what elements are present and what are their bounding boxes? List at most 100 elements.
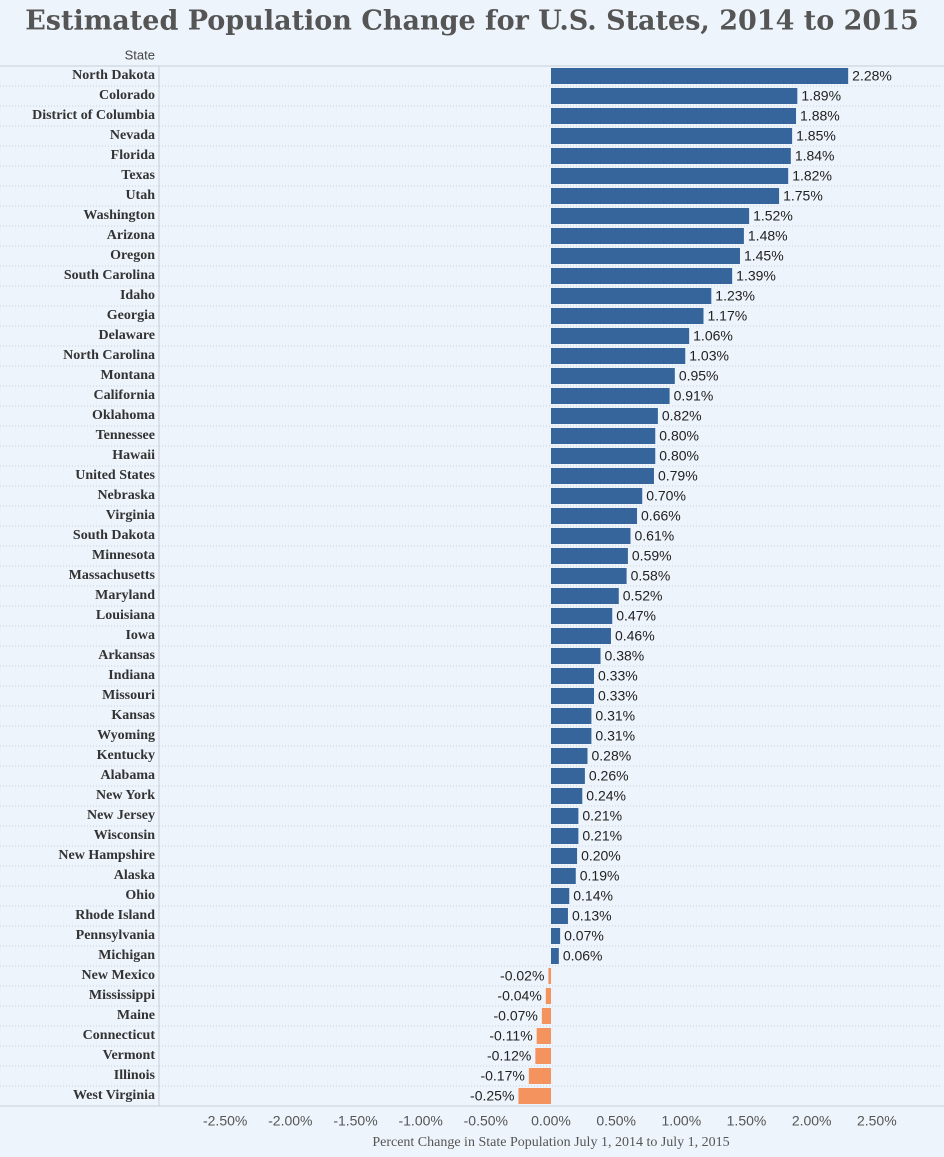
value-label: 0.95% [679, 368, 719, 384]
value-label: 0.46% [615, 628, 655, 644]
bar [551, 528, 631, 544]
bar [551, 608, 613, 624]
value-label: 0.26% [589, 768, 629, 784]
y-tick-label: Michigan [98, 948, 155, 963]
y-tick-label: Ohio [125, 888, 155, 903]
y-tick-label: New Mexico [82, 968, 155, 983]
y-tick-label: Wisconsin [94, 828, 155, 843]
x-tick-label: -1.50% [333, 1113, 377, 1129]
value-label: 0.80% [659, 448, 699, 464]
bar [551, 368, 675, 384]
y-tick-label: Alaska [114, 868, 155, 883]
y-tick-label: Illinois [114, 1068, 156, 1083]
value-label: 0.19% [580, 868, 620, 884]
bar [551, 508, 638, 524]
value-label: -0.25% [470, 1088, 514, 1104]
value-label: 0.82% [662, 408, 702, 424]
y-tick-label: Missouri [102, 688, 155, 703]
value-label: 1.39% [736, 268, 776, 284]
bar [551, 548, 628, 564]
value-label: 0.66% [641, 508, 681, 524]
bar [551, 268, 733, 284]
value-label: 0.28% [591, 748, 631, 764]
bar [551, 848, 578, 864]
y-tick-label: New Hampshire [58, 848, 155, 863]
y-tick-label: Tennessee [96, 428, 155, 443]
bar [535, 1048, 551, 1064]
value-label: -0.11% [489, 1028, 532, 1044]
value-label: 1.23% [715, 288, 755, 304]
bar [541, 1008, 551, 1024]
value-label: 0.70% [646, 488, 686, 504]
bar [551, 628, 611, 644]
bar [551, 208, 750, 224]
bar [528, 1068, 551, 1084]
y-tick-label: New York [96, 788, 155, 803]
value-label: 1.85% [796, 128, 836, 144]
bar [551, 708, 592, 724]
bar [551, 688, 595, 704]
y-tick-label: United States [75, 468, 155, 483]
bar [551, 148, 791, 164]
value-label: 0.13% [572, 908, 612, 924]
y-tick-label: Kentucky [97, 748, 155, 763]
y-tick-label: District of Columbia [32, 108, 155, 123]
y-tick-label: Pennsylvania [76, 928, 155, 943]
bar [551, 888, 570, 904]
value-label: 0.21% [582, 808, 622, 824]
value-label: -0.17% [480, 1068, 524, 1084]
value-label: 1.06% [693, 328, 733, 344]
chart-title: Estimated Population Change for U.S. Sta… [25, 6, 919, 37]
y-tick-label: Virginia [106, 508, 155, 523]
y-tick-label: Kansas [111, 708, 155, 723]
bar [551, 908, 568, 924]
value-label: 0.61% [635, 528, 675, 544]
y-tick-label: Vermont [103, 1048, 156, 1063]
y-tick-label: Arkansas [98, 648, 155, 663]
bar [551, 248, 740, 264]
value-label: 1.89% [801, 88, 841, 104]
y-tick-label: Maine [117, 1008, 155, 1023]
y-tick-label: North Carolina [63, 348, 155, 363]
x-axis-title: Percent Change in State Population July … [372, 1135, 729, 1150]
bar [548, 968, 551, 984]
value-label: 0.58% [631, 568, 671, 584]
value-label: 1.75% [783, 188, 823, 204]
value-label: 0.52% [623, 588, 663, 604]
y-tick-label: South Dakota [73, 528, 155, 543]
bar [551, 308, 704, 324]
y-tick-label: Arizona [107, 228, 155, 243]
y-tick-label: Nevada [110, 128, 155, 143]
value-label: 0.80% [659, 428, 699, 444]
y-tick-label: Wyoming [97, 728, 155, 743]
bar [551, 728, 592, 744]
bar [551, 108, 797, 124]
value-label: -0.12% [487, 1048, 531, 1064]
y-tick-label: Florida [111, 148, 155, 163]
y-tick-label: South Carolina [64, 268, 155, 283]
value-label: 0.33% [598, 668, 638, 684]
value-label: 0.06% [563, 948, 603, 964]
y-tick-label: California [94, 388, 155, 403]
value-label: 1.03% [689, 348, 729, 364]
bar [551, 168, 789, 184]
bar [551, 748, 588, 764]
bar [551, 428, 656, 444]
bar [551, 808, 579, 824]
y-tick-label: Louisiana [96, 608, 155, 623]
y-tick-label: Oklahoma [92, 408, 155, 423]
bar [551, 288, 712, 304]
y-tick-label: Utah [125, 188, 155, 203]
bar [551, 88, 798, 104]
value-label: 0.91% [674, 388, 714, 404]
bar [551, 488, 643, 504]
value-label: 0.38% [605, 648, 645, 664]
y-tick-label: Rhode Island [75, 908, 155, 923]
y-tick-label: Maryland [95, 588, 155, 603]
bar [551, 468, 654, 484]
value-label: 0.31% [595, 728, 635, 744]
y-tick-label: North Dakota [72, 68, 155, 83]
y-tick-label: Minnesota [92, 548, 155, 563]
